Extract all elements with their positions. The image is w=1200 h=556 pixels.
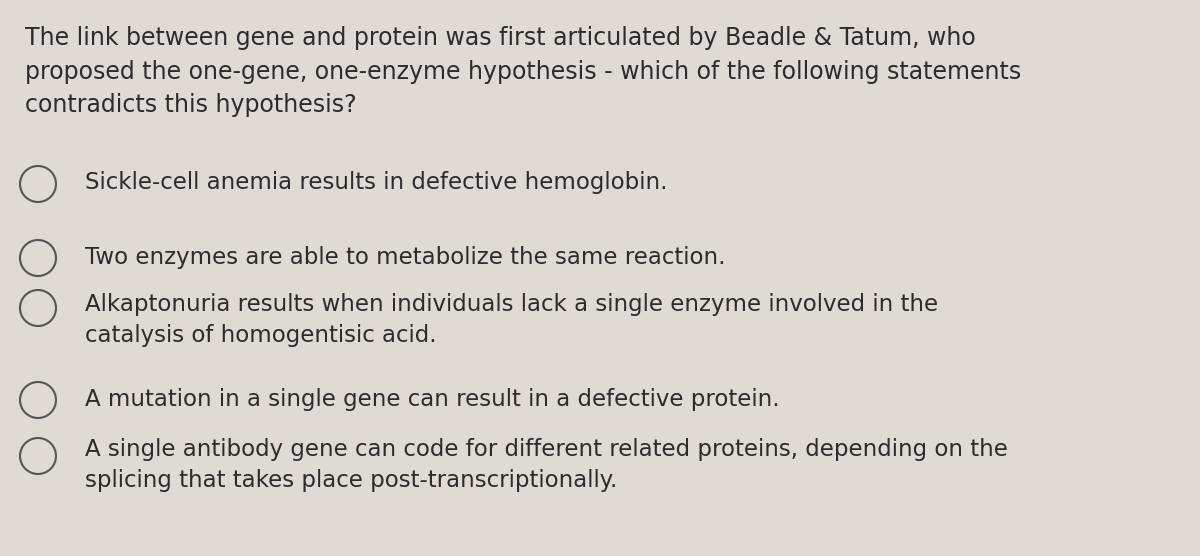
- Ellipse shape: [20, 166, 56, 202]
- Text: Alkaptonuria results when individuals lack a single enzyme involved in the
catal: Alkaptonuria results when individuals la…: [85, 293, 938, 347]
- Text: The link between gene and protein was first articulated by Beadle & Tatum, who
p: The link between gene and protein was fi…: [25, 26, 1021, 117]
- Text: Two enzymes are able to metabolize the same reaction.: Two enzymes are able to metabolize the s…: [85, 246, 726, 269]
- Ellipse shape: [20, 438, 56, 474]
- Text: A mutation in a single gene can result in a defective protein.: A mutation in a single gene can result i…: [85, 388, 780, 411]
- Text: A single antibody gene can code for different related proteins, depending on the: A single antibody gene can code for diff…: [85, 438, 1008, 492]
- Ellipse shape: [20, 382, 56, 418]
- Ellipse shape: [20, 240, 56, 276]
- Ellipse shape: [20, 290, 56, 326]
- Text: Sickle-cell anemia results in defective hemoglobin.: Sickle-cell anemia results in defective …: [85, 171, 667, 194]
